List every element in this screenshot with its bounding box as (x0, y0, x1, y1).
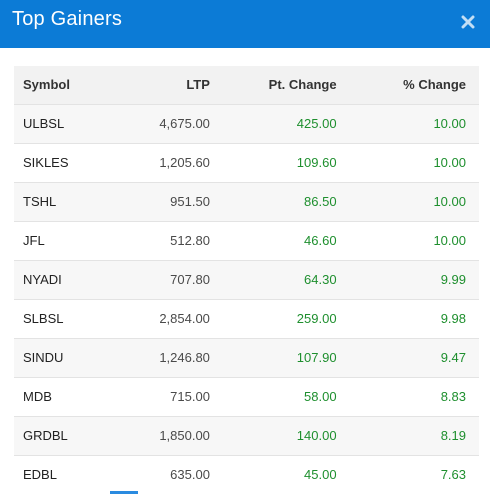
column-header-pct-change[interactable]: % Change (403, 77, 466, 93)
cell-pt-change: 259.00 (296, 311, 337, 326)
cell-symbol[interactable]: JFL (23, 233, 45, 248)
table-row[interactable]: JFL 512.80 46.60 10.00 (14, 221, 479, 260)
cell-ltp: 1,246.80 (159, 350, 210, 365)
cell-ltp: 707.80 (170, 272, 210, 287)
close-icon (461, 15, 475, 29)
cell-symbol[interactable]: GRDBL (23, 428, 68, 443)
cell-pt-change: 425.00 (296, 116, 337, 131)
table-row[interactable]: SIKLES 1,205.60 109.60 10.00 (14, 143, 479, 182)
modal-title: Top Gainers (12, 7, 123, 30)
cell-pct-change: 10.00 (433, 194, 466, 209)
table-row[interactable]: GRDBL 1,850.00 140.00 8.19 (14, 416, 479, 455)
cell-pct-change: 9.99 (440, 272, 466, 287)
table-row[interactable]: ULBSL 4,675.00 425.00 10.00 (14, 104, 479, 143)
cell-pct-change: 10.00 (433, 233, 466, 248)
cell-symbol[interactable]: SLBSL (23, 311, 64, 326)
cell-pct-change: 10.00 (433, 155, 466, 170)
table-row[interactable]: EDBL 635.00 45.00 7.63 (14, 455, 479, 494)
table-row[interactable]: NYADI 707.80 64.30 9.99 (14, 260, 479, 299)
scroll-indicator[interactable] (110, 491, 138, 494)
close-button[interactable] (458, 12, 478, 32)
cell-symbol[interactable]: MDB (23, 389, 52, 404)
cell-ltp: 715.00 (170, 389, 210, 404)
cell-pt-change: 109.60 (296, 155, 337, 170)
cell-pct-change: 9.98 (440, 311, 466, 326)
cell-ltp: 1,850.00 (159, 428, 210, 443)
cell-pt-change: 58.00 (304, 389, 337, 404)
cell-pt-change: 46.60 (304, 233, 337, 248)
cell-pt-change: 107.90 (296, 350, 337, 365)
modal-header: Top Gainers (0, 0, 490, 48)
column-header-pt-change[interactable]: Pt. Change (268, 77, 337, 93)
gainers-table: Symbol LTP Pt. Change % Change ULBSL 4,6… (14, 66, 479, 494)
table-row[interactable]: SLBSL 2,854.00 259.00 9.98 (14, 299, 479, 338)
table-row[interactable]: SINDU 1,246.80 107.90 9.47 (14, 338, 479, 377)
cell-pt-change: 86.50 (304, 194, 337, 209)
cell-symbol[interactable]: EDBL (23, 467, 57, 483)
cell-ltp: 2,854.00 (159, 311, 210, 326)
cell-pt-change: 45.00 (304, 467, 337, 483)
table-body: ULBSL 4,675.00 425.00 10.00 SIKLES 1,205… (14, 104, 479, 494)
table-row[interactable]: TSHL 951.50 86.50 10.00 (14, 182, 479, 221)
cell-ltp: 635.00 (170, 467, 210, 483)
cell-pt-change: 64.30 (304, 272, 337, 287)
cell-ltp: 951.50 (170, 194, 210, 209)
table-row[interactable]: MDB 715.00 58.00 8.83 (14, 377, 479, 416)
cell-ltp: 1,205.60 (159, 155, 210, 170)
cell-ltp: 512.80 (170, 233, 210, 248)
cell-symbol[interactable]: TSHL (23, 194, 57, 209)
cell-symbol[interactable]: NYADI (23, 272, 62, 287)
cell-pct-change: 7.63 (440, 467, 466, 483)
column-header-ltp[interactable]: LTP (186, 77, 210, 93)
cell-symbol[interactable]: SIKLES (23, 155, 69, 170)
gainers-table-container: Symbol LTP Pt. Change % Change ULBSL 4,6… (14, 66, 479, 494)
cell-pct-change: 10.00 (433, 116, 466, 131)
cell-pct-change: 8.19 (440, 428, 466, 443)
cell-symbol[interactable]: ULBSL (23, 116, 65, 131)
cell-pct-change: 9.47 (440, 350, 466, 365)
cell-ltp: 4,675.00 (159, 116, 210, 131)
cell-pt-change: 140.00 (296, 428, 337, 443)
column-header-symbol[interactable]: Symbol (23, 77, 70, 93)
cell-symbol[interactable]: SINDU (23, 350, 64, 365)
table-header-row: Symbol LTP Pt. Change % Change (14, 66, 479, 104)
cell-pct-change: 8.83 (440, 389, 466, 404)
